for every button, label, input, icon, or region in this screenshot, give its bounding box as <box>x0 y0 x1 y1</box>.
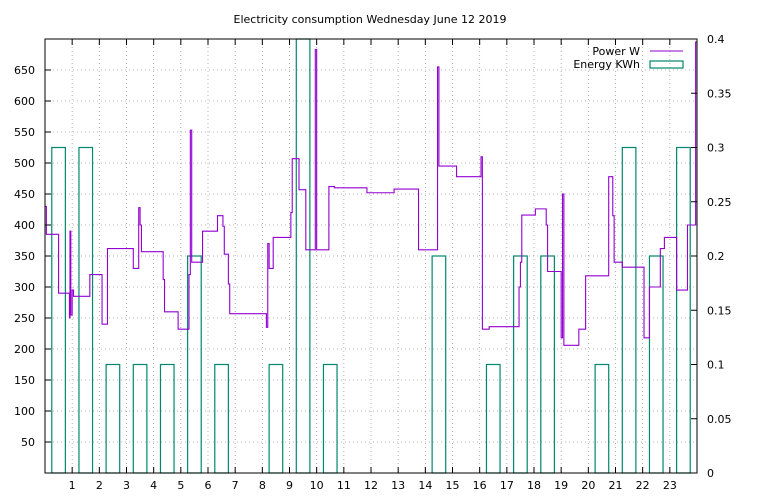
energy-bar <box>648 255 664 474</box>
energy-bar <box>214 363 229 474</box>
x-tick-label: 20 <box>581 479 595 492</box>
chart-title: Electricity consumption Wednesday June 1… <box>234 13 507 26</box>
y-left-tick-label: 300 <box>14 281 35 294</box>
axes: 1 2 3 4 5 6 7 8 9 10 11 12 13 14 15 16 17 18 19 20 21 22 23501… <box>14 33 732 492</box>
grid-lines <box>45 39 697 473</box>
legend-label: Energy KWh <box>573 58 640 71</box>
legend-swatch-box <box>649 60 684 69</box>
x-tick-label: 3 <box>123 479 130 492</box>
x-tick-label: 1 <box>69 479 76 492</box>
x-tick-label: 11 <box>337 479 351 492</box>
y-right-tick-label: 0 <box>707 467 714 480</box>
y-left-tick-label: 200 <box>14 343 35 356</box>
energy-bar <box>540 255 555 474</box>
energy-bar <box>676 146 691 474</box>
y-right-tick-label: 0.05 <box>707 413 732 426</box>
y-left-tick-label: 50 <box>21 436 35 449</box>
y-left-tick-label: 100 <box>14 405 35 418</box>
y-left-tick-label: 150 <box>14 374 35 387</box>
x-tick-label: 15 <box>446 479 460 492</box>
x-tick-label: 5 <box>177 479 184 492</box>
x-tick-label: 8 <box>259 479 266 492</box>
y-left-tick-label: 650 <box>14 64 35 77</box>
energy-bar <box>621 146 637 474</box>
power-series <box>45 41 697 346</box>
y-left-tick-label: 500 <box>14 157 35 170</box>
x-tick-label: 2 <box>96 479 103 492</box>
x-tick-label: 23 <box>663 479 677 492</box>
energy-bar <box>132 363 148 474</box>
y-right-tick-label: 0.25 <box>707 196 732 209</box>
x-tick-label: 17 <box>500 479 514 492</box>
energy-bar <box>51 146 66 474</box>
x-tick-label: 22 <box>636 479 650 492</box>
y-left-tick-label: 450 <box>14 188 35 201</box>
y-right-tick-label: 0.1 <box>707 359 725 372</box>
energy-bar <box>295 38 311 474</box>
legend-label: Power W <box>592 45 640 58</box>
x-tick-label: 18 <box>527 479 541 492</box>
x-tick-label: 7 <box>232 479 239 492</box>
y-right-tick-label: 0.4 <box>707 33 725 46</box>
energy-bar <box>485 363 501 474</box>
x-tick-label: 10 <box>310 479 324 492</box>
x-tick-label: 4 <box>150 479 157 492</box>
x-tick-label: 13 <box>391 479 405 492</box>
x-tick-label: 19 <box>554 479 568 492</box>
y-left-tick-label: 600 <box>14 95 35 108</box>
energy-bar <box>513 255 528 474</box>
energy-bar <box>78 146 94 474</box>
y-right-tick-label: 0.2 <box>707 250 725 263</box>
energy-bar <box>594 363 610 474</box>
y-right-tick-label: 0.3 <box>707 142 725 155</box>
x-tick-label: 12 <box>364 479 378 492</box>
energy-bar <box>322 363 338 474</box>
power-line <box>45 41 697 346</box>
energy-bar <box>159 363 175 474</box>
x-tick-label: 14 <box>418 479 432 492</box>
y-left-tick-label: 550 <box>14 126 35 139</box>
x-tick-label: 16 <box>473 479 487 492</box>
energy-bar <box>105 363 121 474</box>
y-right-tick-label: 0.15 <box>707 304 732 317</box>
y-left-tick-label: 400 <box>14 219 35 232</box>
y-left-tick-label: 250 <box>14 312 35 325</box>
energy-bar <box>268 363 284 474</box>
x-tick-label: 9 <box>286 479 293 492</box>
y-right-tick-label: 0.35 <box>707 87 732 100</box>
energy-bar <box>187 255 202 474</box>
energy-bar <box>431 255 447 474</box>
x-tick-label: 21 <box>609 479 623 492</box>
x-tick-label: 6 <box>205 479 212 492</box>
y-left-tick-label: 350 <box>14 250 35 263</box>
